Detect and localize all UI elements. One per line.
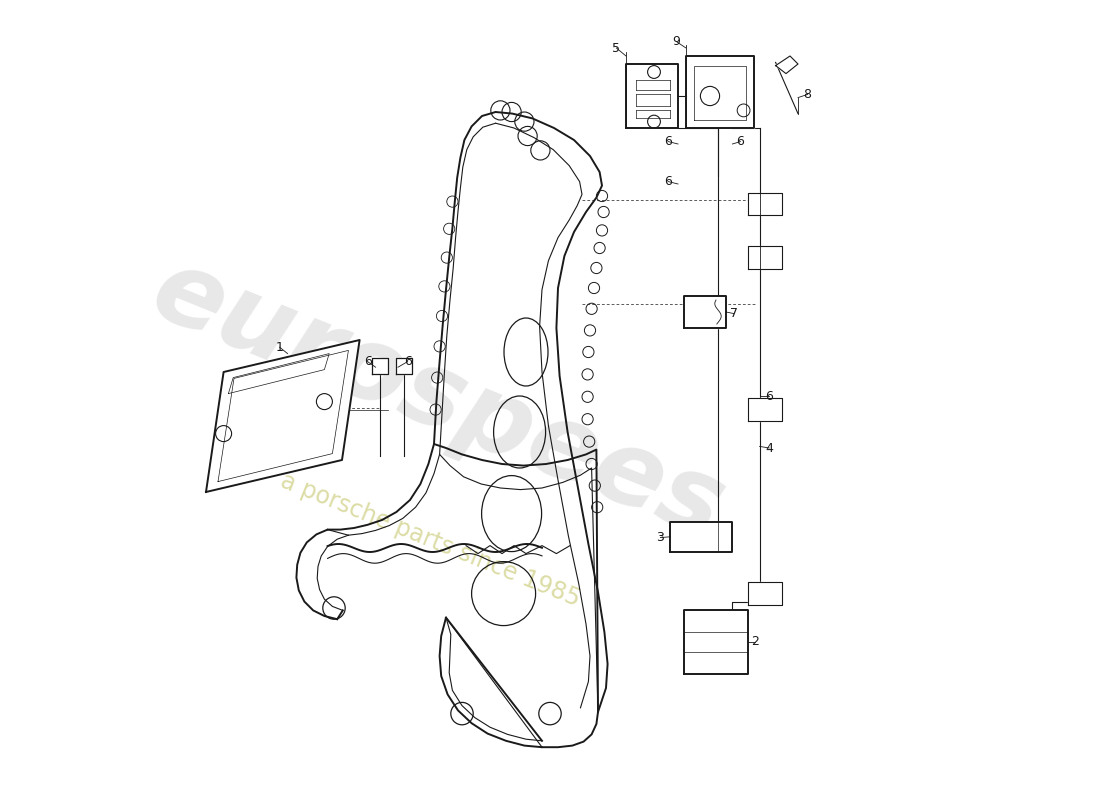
Text: 4: 4	[766, 442, 773, 454]
Text: 9: 9	[672, 35, 680, 48]
Polygon shape	[748, 398, 782, 421]
Polygon shape	[206, 340, 360, 492]
Polygon shape	[396, 358, 412, 374]
Text: 6: 6	[664, 135, 672, 148]
Text: 6: 6	[404, 355, 411, 368]
Text: 6: 6	[766, 390, 773, 402]
Text: 7: 7	[730, 307, 738, 320]
Polygon shape	[686, 56, 754, 128]
Text: 6: 6	[664, 175, 672, 188]
Polygon shape	[776, 56, 798, 74]
Text: 6: 6	[364, 355, 372, 368]
Polygon shape	[684, 296, 726, 328]
Text: 5: 5	[613, 42, 620, 54]
Polygon shape	[748, 193, 782, 215]
Text: 3: 3	[657, 531, 664, 544]
Text: 2: 2	[751, 635, 759, 648]
Text: 1: 1	[276, 341, 284, 354]
Text: eurospees: eurospees	[138, 239, 738, 561]
Polygon shape	[748, 246, 782, 269]
Polygon shape	[748, 582, 782, 605]
Polygon shape	[373, 358, 388, 374]
Polygon shape	[684, 610, 748, 674]
Polygon shape	[626, 64, 678, 128]
Text: a porsche parts since 1985: a porsche parts since 1985	[277, 469, 583, 611]
Polygon shape	[670, 522, 733, 552]
Text: 6: 6	[737, 135, 745, 148]
Text: 8: 8	[804, 88, 812, 101]
